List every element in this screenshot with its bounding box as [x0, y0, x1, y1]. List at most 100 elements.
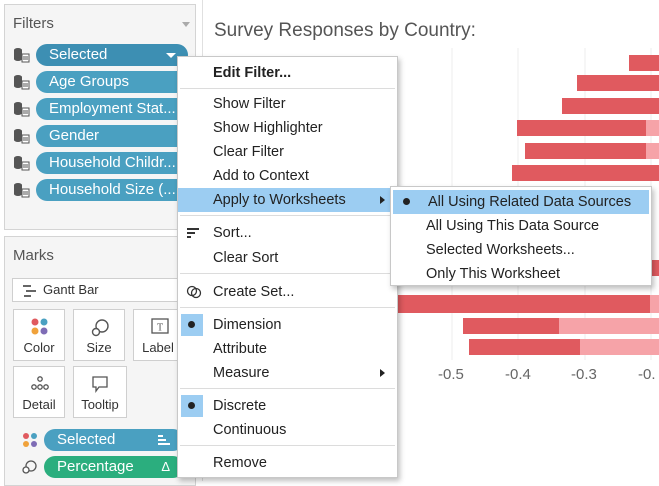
- context-menu: Edit Filter... Show Filter Show Highligh…: [177, 56, 398, 478]
- submenu-item-only-this-worksheet[interactable]: Only This Worksheet: [391, 262, 651, 286]
- chart-bar: [559, 318, 659, 334]
- detail-card-label: Detail: [22, 397, 56, 412]
- menu-item-label: Apply to Worksheets: [213, 192, 346, 208]
- menu-item-remove[interactable]: Remove: [178, 451, 397, 475]
- menu-item-clear-filter[interactable]: Clear Filter: [178, 140, 397, 164]
- mark-type-select[interactable]: Gantt Bar: [12, 278, 182, 302]
- detail-card[interactable]: Detail: [13, 366, 65, 418]
- filter-pill-employment-status[interactable]: Employment Stat...: [36, 98, 188, 120]
- menu-separator: [180, 273, 395, 274]
- filter-pill-label: Household Childr...: [49, 154, 176, 171]
- menu-item-clear-sort[interactable]: Clear Sort: [178, 246, 397, 270]
- x-tick-label: -0.3: [571, 366, 597, 383]
- menu-item-label: Create Set...: [213, 284, 295, 300]
- menu-item-label: Show Filter: [213, 96, 286, 112]
- menu-item-label: Only This Worksheet: [426, 266, 561, 282]
- marks-pill-label: Selected: [57, 431, 116, 448]
- pill-dropdown-icon[interactable]: [166, 53, 176, 58]
- label-icon: T: [151, 318, 169, 334]
- menu-item-label: Sort...: [213, 225, 252, 241]
- chart-bar: [525, 143, 646, 159]
- tooltip-card[interactable]: Tooltip: [73, 366, 127, 418]
- filter-pill-label: Gender: [49, 127, 100, 144]
- menu-item-label: Clear Sort: [213, 250, 279, 266]
- menu-item-attribute[interactable]: Attribute: [178, 337, 397, 361]
- menu-separator: [180, 88, 395, 89]
- filter-pill-gender[interactable]: Gender: [36, 125, 188, 147]
- menu-item-continuous[interactable]: Continuous: [178, 418, 397, 442]
- menu-separator: [180, 445, 395, 446]
- menu-item-add-to-context[interactable]: Add to Context: [178, 164, 397, 188]
- marks-pill-label: Percentage: [57, 458, 134, 475]
- filter-pill-household-size[interactable]: Household Size (...: [36, 179, 188, 201]
- x-tick-label: -0.5: [438, 366, 464, 383]
- chart-bar: [469, 339, 580, 355]
- radio-dot-icon: [403, 198, 410, 205]
- filter-pill-label: Selected: [49, 46, 108, 63]
- menu-item-label: Show Highlighter: [213, 120, 323, 136]
- create-set-icon: [186, 285, 202, 299]
- chart-bar: [577, 75, 659, 91]
- filter-datasource-icon: [14, 156, 30, 171]
- menu-item-label: Selected Worksheets...: [426, 242, 575, 258]
- radio-dot-icon: [188, 321, 195, 328]
- submenu-item-all-this-data-source[interactable]: All Using This Data Source: [391, 214, 651, 238]
- menu-item-show-highlighter[interactable]: Show Highlighter: [178, 116, 397, 140]
- filter-datasource-icon: [14, 102, 30, 117]
- menu-item-label: Measure: [213, 365, 270, 381]
- filter-pill-label: Age Groups: [49, 73, 130, 90]
- chart-bar: [512, 165, 659, 181]
- submenu-item-all-related-data-sources[interactable]: All Using Related Data Sources: [393, 190, 649, 214]
- filter-pill-age-groups[interactable]: Age Groups: [36, 71, 188, 93]
- menu-item-show-filter[interactable]: Show Filter: [178, 92, 397, 116]
- menu-item-create-set[interactable]: Create Set...: [178, 280, 397, 304]
- menu-item-label: Edit Filter...: [213, 65, 292, 81]
- menu-item-apply-to-worksheets[interactable]: Apply to Worksheets: [178, 188, 397, 212]
- submenu-arrow-icon: [380, 196, 385, 204]
- radio-dot-icon: [188, 402, 195, 409]
- menu-item-measure[interactable]: Measure: [178, 361, 397, 385]
- menu-item-label: Add to Context: [213, 168, 309, 184]
- label-card[interactable]: T Label: [133, 309, 183, 361]
- sort-icon: [158, 435, 170, 445]
- filters-title: Filters: [13, 15, 54, 32]
- filter-pill-household-children[interactable]: Household Childr...: [36, 152, 188, 174]
- filters-menu-caret-icon[interactable]: [182, 22, 190, 27]
- chart-bar: [396, 295, 650, 313]
- size-card[interactable]: Size: [73, 309, 125, 361]
- menu-item-edit-filter[interactable]: Edit Filter...: [178, 61, 397, 85]
- menu-separator: [180, 307, 395, 308]
- chart-bar: [646, 120, 659, 136]
- menu-item-discrete[interactable]: Discrete: [178, 394, 397, 418]
- submenu-item-selected-worksheets[interactable]: Selected Worksheets...: [391, 238, 651, 262]
- filter-datasource-icon: [14, 48, 30, 63]
- marks-pill-selected[interactable]: Selected: [44, 429, 184, 451]
- chart-bar: [646, 143, 659, 159]
- delta-icon: Δ: [161, 459, 170, 474]
- filter-datasource-icon: [14, 183, 30, 198]
- sort-icon: [187, 228, 199, 238]
- marks-pill-percentage[interactable]: Percentage Δ: [44, 456, 184, 478]
- size-icon: [91, 319, 109, 337]
- menu-item-label: Continuous: [213, 422, 287, 438]
- chart-bar: [650, 295, 659, 313]
- chart-bar: [517, 120, 646, 136]
- color-dots-icon: [23, 433, 37, 447]
- filter-datasource-icon: [14, 75, 30, 90]
- filter-pill-label: Employment Stat...: [49, 100, 176, 117]
- submenu-arrow-icon: [380, 369, 385, 377]
- menu-item-label: Remove: [213, 455, 267, 471]
- menu-separator: [180, 388, 395, 389]
- menu-item-sort[interactable]: Sort...: [178, 221, 397, 245]
- menu-item-label: All Using Related Data Sources: [428, 194, 632, 210]
- menu-item-label: Dimension: [213, 317, 282, 333]
- color-card[interactable]: Color: [13, 309, 65, 361]
- filter-pill-selected[interactable]: Selected: [36, 44, 188, 66]
- apply-to-worksheets-submenu: All Using Related Data Sources All Using…: [390, 186, 652, 286]
- menu-item-label: Clear Filter: [213, 144, 284, 160]
- x-tick-label: -0.4: [505, 366, 531, 383]
- menu-item-dimension[interactable]: Dimension: [178, 313, 397, 337]
- chart-bar: [629, 55, 659, 71]
- chart-bar: [463, 318, 559, 334]
